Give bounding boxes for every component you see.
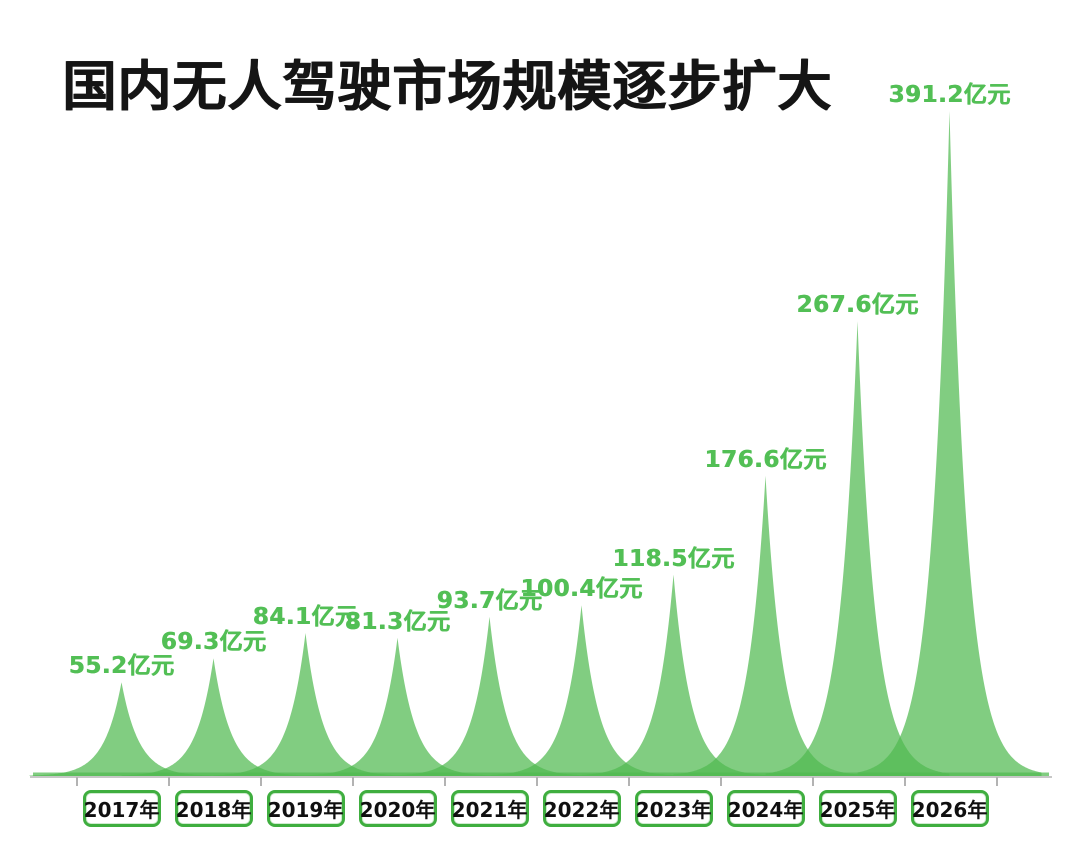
value-label: 93.7亿元 <box>436 587 543 614</box>
year-label-box: 2017年 <box>82 790 161 827</box>
peak-2017年 <box>29 682 214 776</box>
value-label: 391.2亿元 <box>888 82 1011 108</box>
axis-tick <box>443 777 446 786</box>
peak-2022年 <box>489 605 674 776</box>
value-label: 84.1亿元 <box>252 604 359 631</box>
value-label: 55.2亿元 <box>68 653 175 680</box>
year-label-box: 2022年 <box>542 790 621 827</box>
peak-2019年 <box>213 633 398 776</box>
axis-tick <box>627 777 630 786</box>
year-label-box: 2020年 <box>358 790 437 827</box>
peak-2026年 <box>857 111 1042 776</box>
peak-2023年 <box>581 574 766 776</box>
peak-2021年 <box>397 616 582 776</box>
year-label-box: 2026年 <box>910 790 989 827</box>
peak-2020年 <box>305 637 490 776</box>
axis-tick <box>535 777 538 786</box>
value-label: 81.3亿元 <box>344 608 451 635</box>
axis-tick <box>811 777 814 786</box>
axis-tick <box>719 777 722 786</box>
year-label-box: 2021年 <box>450 790 529 827</box>
axis-tick <box>259 777 262 786</box>
year-label-box: 2025年 <box>818 790 897 827</box>
axis-tick <box>351 777 354 786</box>
year-label-box: 2024年 <box>726 790 805 827</box>
year-label-box: 2023年 <box>634 790 713 827</box>
peak-2018年 <box>121 658 306 776</box>
peak-2024年 <box>673 475 858 776</box>
peak-2025年 <box>765 321 950 776</box>
year-label-box: 2018年 <box>174 790 253 827</box>
value-label: 69.3亿元 <box>160 629 267 656</box>
value-label: 100.4亿元 <box>520 576 643 603</box>
axis-tick <box>903 777 906 786</box>
x-axis-baseline <box>30 776 1052 778</box>
axis-tick <box>75 777 78 786</box>
value-label: 267.6亿元 <box>796 292 919 319</box>
year-label-box: 2019年 <box>266 790 345 827</box>
axis-tick <box>995 777 998 786</box>
axis-tick <box>167 777 170 786</box>
value-label: 176.6亿元 <box>704 446 827 473</box>
value-label: 118.5亿元 <box>612 545 735 572</box>
chart-title: 国内无人驾驶市场规模逐步扩大 <box>62 55 832 118</box>
